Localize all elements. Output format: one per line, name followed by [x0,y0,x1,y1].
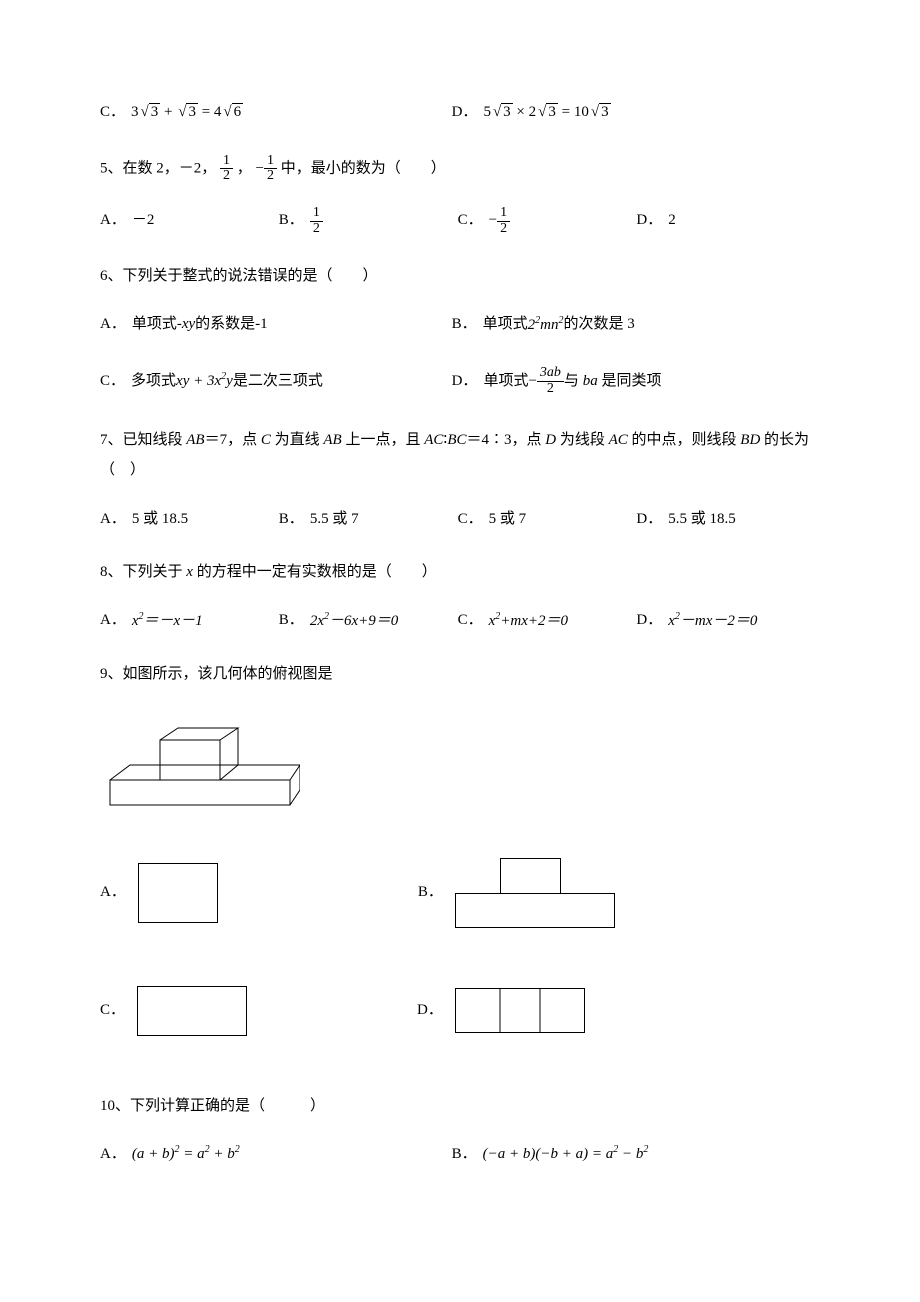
q8-option-b: B．2x2－6x+9＝0 [279,608,452,635]
q5-option-c: C．−12 [458,206,631,236]
q6-option-b: B．单项式22mn2的次数是 3 [452,312,798,339]
q8-option-a: A．x2＝－x－1 [100,608,273,635]
q8a-expr: x2＝－x－1 [132,608,203,635]
q8-stem-text: 8、下列关于 x 的方程中一定有实数根的是（ ） [100,564,437,580]
q8c-expr: x2+mx+2＝0 [489,608,568,635]
q8b-expr: 2x2－6x+9＝0 [310,608,398,635]
q6b-expr: 22mn2 [528,312,564,339]
q6-options-2: C．多项式 xy + 3x2y 是二次三项式 D．单项式−3ab2与 ba 是同… [100,366,820,396]
q5b-frac: 12 [310,206,323,236]
q9-stem: 9、如图所示，该几何体的俯视图是 [100,662,820,688]
q7-stem: 7、已知线段 AB＝7，点 C 为直线 AB 上一点，且 AC∶BC＝4∶3，点… [100,425,820,485]
q6c-expr: xy + 3x2y [176,368,233,395]
q7-stem-text: 7、已知线段 AB＝7，点 C 为直线 AB 上一点，且 AC∶BC＝4∶3，点… [100,432,809,478]
q5-stem-pre: 5、在数 2，－2， [100,160,216,176]
q5-neg: − [256,160,264,176]
page: C． 3√3 + √3 = 4√6 D． 5√3 × 2√3 = 10√3 5、… [0,0,920,1302]
q6d-post: 与 ba 是同类项 [564,369,662,395]
q5-options: A．－2 B．12 C．−12 D．2 [100,206,820,236]
q10a-expr: (a + b)2 = a2 + b2 [132,1141,240,1168]
q7-option-d: D．5.5 或 18.5 [636,507,809,533]
q9-option-b: B． [418,858,615,928]
q5-option-b: B．12 [279,206,452,236]
q9-solid-figure [100,710,820,830]
q10-option-b: B．(−a + b)(−b + a) = a2 − b2 [452,1141,798,1168]
q7-option-b: B．5.5 或 7 [279,507,452,533]
q5c-frac: 12 [497,206,510,236]
option-c-math: 3√3 + √3 = 4√6 [131,100,243,126]
q9-optC-svg [137,986,247,1036]
q5-stem-post: 中，最小的数为（ ） [281,160,446,176]
q9-optA-svg [138,863,218,923]
q6-option-d: D．单项式−3ab2与 ba 是同类项 [452,366,798,396]
q6-option-c: C．多项式 xy + 3x2y 是二次三项式 [100,368,446,395]
q5-frac1: 12 [220,154,233,184]
q10-options: A．(a + b)2 = a2 + b2 B．(−a + b)(−b + a) … [100,1141,820,1168]
option-d-math: 5√3 × 2√3 = 10√3 [483,100,610,126]
q8-option-d: D．x2－mx－2＝0 [636,608,809,635]
q10-option-a: A．(a + b)2 = a2 + b2 [100,1141,446,1168]
q5-option-d: D．2 [636,208,809,234]
q10-stem: 10、下列计算正确的是（ ） [100,1094,820,1120]
q5-stem-mid: ， [237,160,252,176]
q6a-expr: -xy [177,312,195,338]
solid-svg [100,710,300,830]
q5-frac2: 12 [264,154,277,184]
q8-stem: 8、下列关于 x 的方程中一定有实数根的是（ ） [100,560,820,586]
q9-optD-svg [455,988,585,1033]
option-d: D． 5√3 × 2√3 = 10√3 [452,100,798,126]
q6-options-1: A．单项式-xy的系数是-1 B．单项式22mn2的次数是 3 [100,312,820,339]
option-c: C． 3√3 + √3 = 4√6 [100,100,446,126]
q6d-frac: 3ab2 [537,366,564,396]
option-c-label: C． [100,100,125,126]
q10b-expr: (−a + b)(−b + a) = a2 − b2 [483,1141,649,1168]
q8-options: A．x2＝－x－1 B．2x2－6x+9＝0 C．x2+mx+2＝0 D．x2－… [100,608,820,635]
q7-option-c: C．5 或 7 [458,507,631,533]
q7-option-a: A．5 或 18.5 [100,507,273,533]
option-d-label: D． [452,100,478,126]
q9-options-row2: C． D． [100,986,820,1064]
q9-option-c: C． [100,986,247,1036]
q5-option-a: A．－2 [100,208,273,234]
q8-option-c: C．x2+mx+2＝0 [458,608,631,635]
q7-options: A．5 或 18.5 B．5.5 或 7 C．5 或 7 D．5.5 或 18.… [100,507,820,533]
q9-options-row1: A． B． [100,858,820,956]
q6-option-a: A．单项式-xy的系数是-1 [100,312,446,338]
q9-option-d: D． [417,986,585,1036]
q5-stem: 5、在数 2，－2， 12 ， −12 中，最小的数为（ ） [100,154,820,184]
q9-option-a: A． [100,858,218,928]
q8d-expr: x2－mx－2＝0 [668,608,757,635]
q6-stem: 6、下列关于整式的说法错误的是（ ） [100,264,820,290]
q9-optB-svg [455,858,615,928]
cd-row: C． 3√3 + √3 = 4√6 D． 5√3 × 2√3 = 10√3 [100,100,820,126]
